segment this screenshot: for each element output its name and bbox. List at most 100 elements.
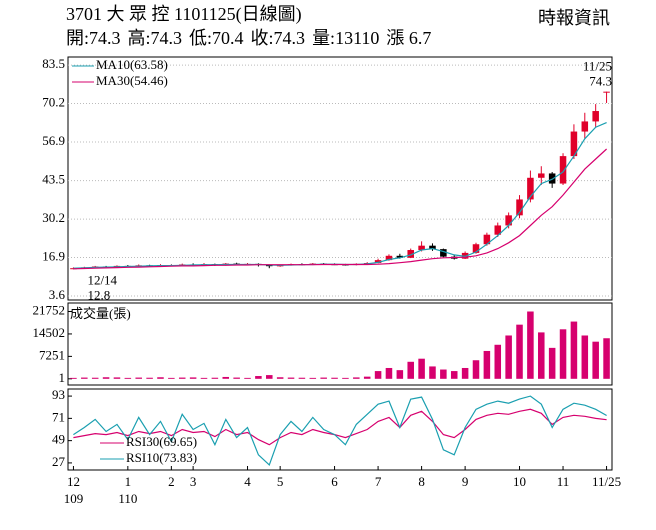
volume-bar	[440, 369, 447, 379]
candle-body	[581, 121, 589, 132]
x-tick-label: 1	[125, 474, 132, 489]
candle-body	[494, 225, 502, 235]
volume-bar	[396, 370, 404, 379]
candle-body	[266, 265, 273, 267]
candle-body	[429, 245, 436, 250]
series-line	[73, 148, 608, 270]
info-item: 開:74.3	[66, 28, 121, 48]
volume-bar	[168, 377, 175, 379]
volume-bar	[255, 376, 262, 379]
y-tick-label: 30.2	[42, 210, 65, 225]
volume-bar	[102, 377, 110, 379]
y-tick-label: 56.9	[42, 133, 65, 148]
annotation-date: 12/14	[87, 272, 117, 287]
volume-bar	[113, 377, 121, 379]
y-tick-label: 14502	[33, 325, 66, 340]
panel-title: 成交量(張)	[70, 306, 131, 321]
volume-bar	[559, 329, 567, 379]
info-item: 高:74.3	[128, 28, 183, 48]
volume-bar	[233, 377, 240, 379]
volume-bar	[385, 367, 393, 379]
x-tick-label: 6	[331, 474, 338, 489]
info-item: 漲 6.7	[386, 28, 431, 48]
x-year-label: 110	[118, 491, 137, 506]
candle-body	[483, 234, 491, 245]
volume-bar	[407, 361, 414, 379]
x-year-label: 109	[64, 491, 84, 506]
panel-frame	[67, 302, 613, 386]
candle-body	[505, 215, 512, 226]
legend-label: MA10(63.58)	[96, 57, 168, 72]
volume-bar	[244, 377, 251, 379]
candle-body	[548, 173, 556, 184]
volume-bar	[211, 377, 219, 379]
volume-bar	[483, 350, 491, 379]
volume-bar	[418, 358, 425, 379]
volume-bar	[548, 347, 556, 379]
candle-body	[385, 255, 393, 261]
candle-body	[374, 260, 382, 264]
volume-bar	[135, 377, 142, 379]
series-line	[73, 122, 607, 269]
volume-bar	[276, 377, 284, 379]
legend-label: RSI10(73.83)	[126, 450, 197, 465]
volume-bar	[70, 377, 77, 379]
y-tick-label: 7251	[39, 347, 65, 362]
y-tick-label: 93	[52, 387, 65, 402]
candle-body	[472, 244, 480, 253]
x-tick-label: 4	[244, 474, 251, 489]
y-tick-label: 27	[52, 454, 66, 469]
y-tick-label: 21752	[33, 302, 66, 317]
x-tick-label: 11/25	[592, 474, 621, 489]
volume-bar	[505, 335, 512, 379]
candle-body	[418, 245, 425, 251]
y-tick-label: 3.6	[49, 287, 66, 302]
y-tick-label: 1	[59, 370, 66, 385]
x-tick-label: 5	[277, 474, 284, 489]
chart-title: 3701 大 眾 控 1101125(日線圖)	[66, 4, 302, 25]
volume-bar	[189, 377, 197, 379]
volume-bar	[157, 377, 164, 379]
candle-body	[570, 131, 578, 157]
volume-bar	[298, 377, 306, 379]
annotation-value: 74.3	[589, 74, 612, 89]
candle-body	[396, 255, 404, 258]
x-tick-label: 10	[513, 474, 526, 489]
volume-bar	[331, 377, 338, 379]
info-item: 收:74.3	[251, 28, 306, 48]
legend-label: RSI30(69.65)	[126, 434, 197, 449]
y-tick-label: 43.5	[42, 172, 65, 187]
volume-bar	[91, 377, 99, 379]
volume-bar	[222, 376, 230, 379]
volume-bar	[266, 375, 273, 379]
volume-bar	[146, 377, 153, 379]
volume-bar	[570, 321, 578, 379]
volume-bar	[527, 311, 534, 379]
volume-bar	[461, 367, 469, 379]
candle-body	[559, 156, 567, 184]
volume-bar	[81, 377, 88, 379]
candle-body	[527, 177, 534, 200]
y-tick-label: 70.2	[42, 95, 65, 110]
volume-bar	[429, 366, 436, 379]
x-tick-label: 12	[67, 474, 80, 489]
info-item: 量:13110	[312, 28, 379, 48]
volume-bar	[287, 377, 295, 379]
volume-bar	[516, 324, 523, 379]
volume-bar	[538, 332, 545, 379]
x-tick-label: 2	[168, 474, 175, 489]
volume-bar	[450, 371, 458, 379]
volume-bar	[353, 377, 360, 379]
panel-frame	[67, 56, 613, 301]
annotation-date: 11/25	[583, 59, 612, 74]
source: 時報資訊	[538, 8, 610, 28]
volume-bar	[124, 377, 132, 379]
volume-bar	[603, 338, 610, 379]
volume-bar	[581, 335, 589, 379]
x-tick-label: 3	[190, 474, 197, 489]
volume-bar	[363, 376, 371, 379]
y-tick-label: 71	[52, 409, 65, 424]
candle-body	[516, 199, 523, 216]
y-tick-label: 49	[52, 432, 65, 447]
